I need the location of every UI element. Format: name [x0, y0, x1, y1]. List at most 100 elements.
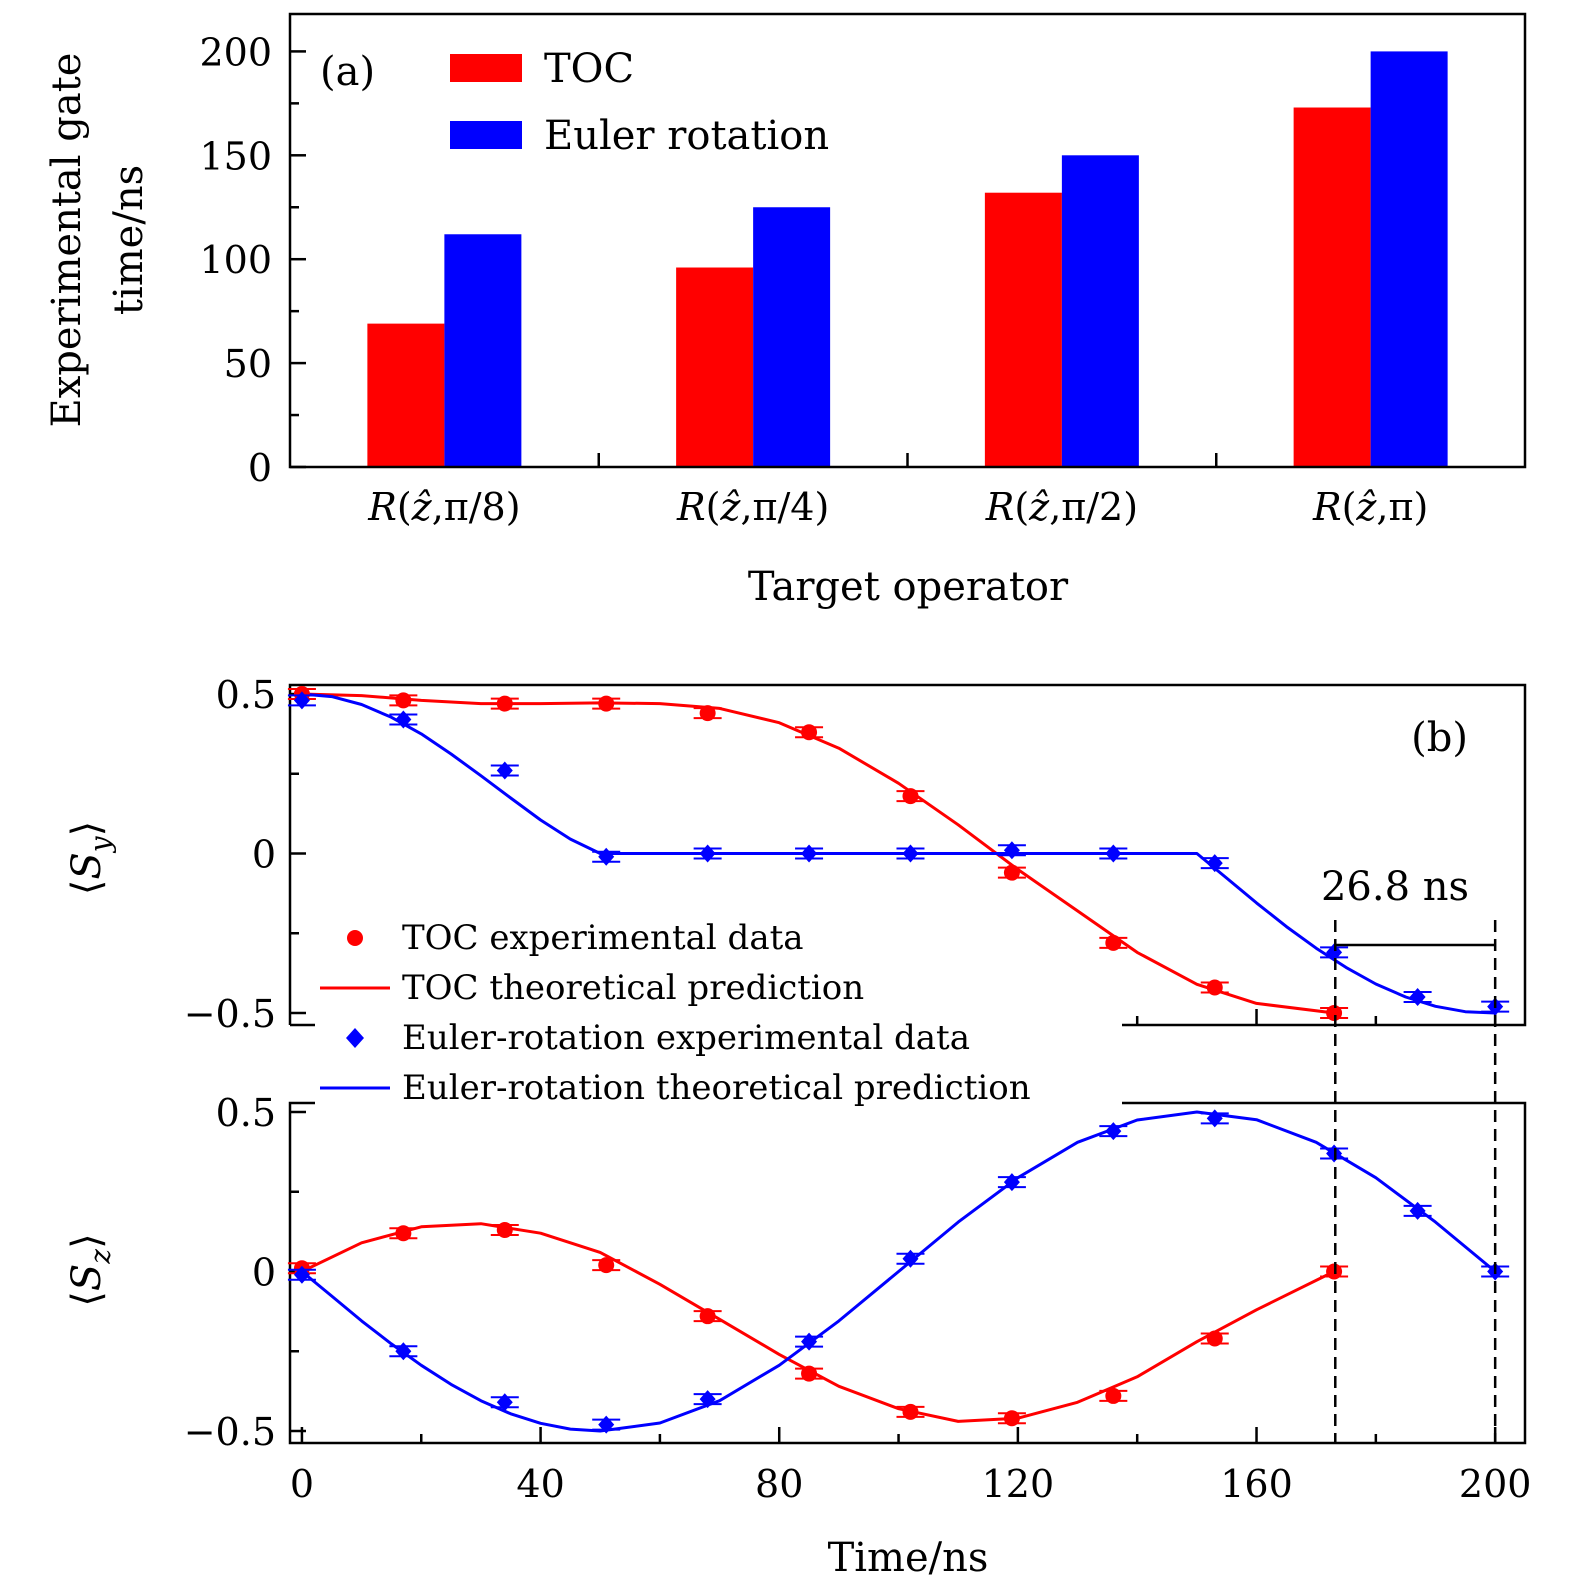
data-point-circle	[1003, 1410, 1020, 1427]
y-tick-label: 0	[252, 1251, 276, 1295]
legend-label: TOC experimental data	[402, 918, 804, 958]
frame-lines	[288, 1101, 1527, 1445]
x-tick-label: 80	[755, 1462, 803, 1506]
data-point-circle	[801, 724, 818, 741]
theory-line	[301, 1222, 1335, 1423]
x-axis-title-b: Time/ns	[828, 1535, 989, 1581]
data-point-diamond	[1003, 1173, 1020, 1192]
legend-marker-diamond	[346, 1028, 364, 1048]
x-axis-title-a: Target operator	[748, 564, 1069, 610]
x-tick-label: R(ẑ,π/8)	[367, 485, 520, 529]
data-point-diamond	[801, 844, 818, 863]
legend-label: TOC	[544, 46, 634, 92]
plot-frame-sy	[288, 683, 1527, 1027]
data-point-circle	[496, 695, 513, 712]
legend-swatch	[450, 54, 522, 82]
legend-swatch	[450, 121, 522, 149]
x-tick-label: R(ẑ,π)	[1312, 485, 1428, 529]
y-axis-title-line-2: time/ns	[106, 165, 152, 315]
y-tick-label: 100	[199, 238, 272, 282]
x-tick-label: 120	[982, 1462, 1055, 1506]
data-point-circle	[902, 788, 919, 805]
data-point-diamond	[1105, 844, 1122, 863]
data-point-diamond	[598, 1415, 615, 1434]
bar-toc	[1293, 107, 1371, 468]
sz-sub: z	[84, 1249, 117, 1265]
series-sy	[287, 686, 1510, 1021]
duration-annotation: 26.8 ns	[1321, 864, 1497, 1443]
legend-a: TOC Euler rotation	[450, 46, 829, 159]
data-point-diamond	[1409, 1201, 1426, 1220]
data-point-diamond	[496, 761, 513, 780]
y-axis-sz: 0.5 0 −0.5	[184, 1091, 1497, 1454]
svg-text:⟨Sy⟩: ⟨Sy⟩	[64, 821, 117, 895]
data-point-diamond	[395, 1342, 412, 1361]
data-point-diamond	[1105, 1122, 1122, 1141]
legend-label: Euler-rotation experimental data	[402, 1018, 970, 1058]
data-point-circle	[395, 692, 412, 709]
x-tick-label: 0	[290, 1462, 314, 1506]
data-point-diamond	[699, 1390, 716, 1409]
x-tick-label: 40	[516, 1462, 564, 1506]
data-point-diamond	[598, 847, 615, 866]
data-point-diamond	[395, 710, 412, 729]
bar-toc	[984, 192, 1062, 467]
data-point-circle	[1105, 934, 1122, 951]
data-point-diamond	[801, 1332, 818, 1351]
data-point-circle	[395, 1225, 412, 1242]
legend-b: TOC experimental data TOC theoretical pre…	[320, 918, 1031, 1108]
data-point-circle	[598, 695, 615, 712]
y-axis-a: 0 50 100 150 200	[199, 30, 306, 490]
data-point-diamond	[293, 691, 310, 710]
legend-label: Euler-rotation theoretical prediction	[402, 1068, 1031, 1108]
bar-euler	[1370, 51, 1448, 467]
panel-label-a: (a)	[320, 49, 375, 95]
y-tick-label: 0	[252, 833, 276, 877]
y-axis-title-line-1: Experimental gate	[44, 53, 90, 428]
y-axis-title-sz: ⟨Sz⟩	[64, 1233, 117, 1306]
data-point-circle	[1206, 979, 1223, 996]
bar-toc	[676, 267, 754, 467]
data-point-diamond	[1003, 841, 1020, 860]
y-tick-label: −0.5	[184, 1410, 276, 1454]
bar-euler	[1061, 155, 1139, 468]
data-point-diamond	[1409, 988, 1426, 1007]
y-tick-label: 200	[199, 30, 272, 74]
data-point-diamond	[293, 1265, 310, 1284]
y-tick-label: 0.5	[216, 673, 276, 717]
data-point-circle	[801, 1365, 818, 1382]
series-sz	[287, 1109, 1510, 1434]
data-point-circle	[598, 1257, 615, 1274]
x-tick-label: 160	[1220, 1462, 1293, 1506]
y-tick-label: 0	[248, 446, 272, 490]
y-tick-label: −0.5	[184, 992, 276, 1036]
sz-main: S	[64, 1264, 110, 1291]
svg-text:⟨Sz⟩: ⟨Sz⟩	[64, 1233, 117, 1306]
data-point-diamond	[902, 844, 919, 863]
plot-frame-sz	[288, 1101, 1527, 1445]
data-point-circle	[1105, 1387, 1122, 1404]
data-point-diamond	[1206, 1109, 1223, 1128]
y-tick-label: 0.5	[216, 1091, 276, 1135]
panel-label-b: (b)	[1411, 715, 1468, 761]
data-point-circle	[902, 1403, 919, 1420]
data-point-circle	[1003, 864, 1020, 881]
legend-label: TOC theoretical prediction	[402, 968, 864, 1008]
theory-line	[300, 1110, 1497, 1433]
y-axis-title-a: Experimental gate time/ns	[44, 53, 152, 428]
sy-main: S	[64, 852, 110, 879]
data-point-diamond	[1206, 854, 1223, 873]
y-axis-sy: 0.5 0 −0.5	[184, 673, 1497, 1036]
x-axis-a: R(ẑ,π/8) R(ẑ,π/4) R(ẑ,π/2) R(ẑ,π)	[367, 453, 1428, 529]
data-point-diamond	[699, 844, 716, 863]
data-point-circle	[699, 1308, 716, 1325]
data-point-circle	[699, 705, 716, 722]
data-point-diamond	[902, 1249, 919, 1268]
y-tick-label: 150	[199, 134, 272, 178]
bar-euler	[753, 207, 831, 467]
frame-lines	[288, 683, 1527, 1027]
x-tick-label: R(ẑ,π/2)	[985, 485, 1138, 529]
line-chart-panel-b: 0.5 0 −0.5 0.5 0 −0.5 0 40 80 120 160 200 26.8 ns…	[64, 673, 1531, 1581]
